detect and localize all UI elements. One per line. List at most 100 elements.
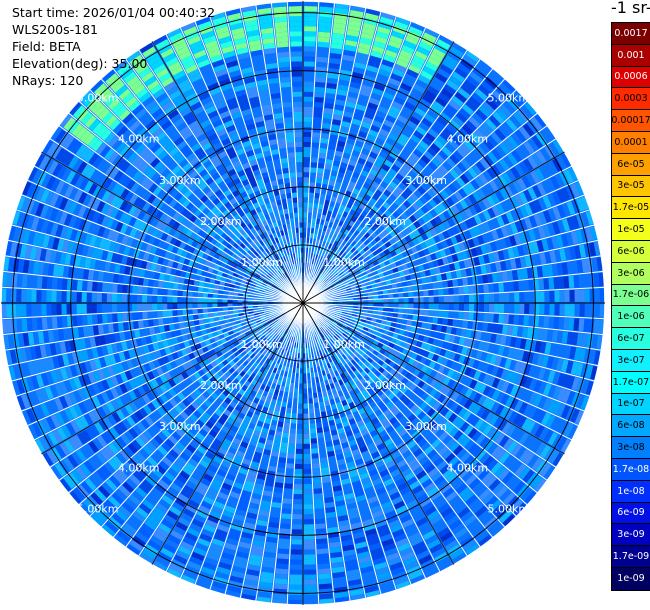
range-gate-cell	[551, 191, 562, 205]
range-gate-cell	[370, 374, 378, 382]
range-gate-cell	[249, 353, 256, 359]
range-gate-cell	[429, 268, 436, 276]
range-gate-cell	[358, 202, 366, 210]
ray-separator	[58, 302, 304, 481]
range-gate-cell	[417, 158, 428, 168]
range-gate-cell	[379, 447, 388, 456]
range-gate-cell	[396, 382, 405, 391]
range-gate-cell	[495, 448, 506, 461]
range-gate-cell	[153, 560, 168, 572]
range-gate-cell	[591, 334, 599, 349]
range-gate-cell	[443, 84, 456, 95]
ray-separator	[302, 302, 382, 595]
range-gate-cell	[276, 314, 282, 318]
range-gate-cell	[502, 513, 516, 527]
range-gate-cell	[118, 485, 131, 497]
range-gate-cell	[415, 244, 423, 252]
range-gate-cell	[151, 399, 161, 409]
range-gate-cell	[63, 394, 73, 407]
range-gate-cell	[315, 412, 321, 419]
range-gate-cell	[83, 460, 95, 474]
range-gate-cell	[412, 315, 419, 321]
range-gate-cell	[391, 566, 405, 576]
range-gate-cell	[157, 431, 168, 442]
range-gate-cell	[266, 475, 275, 482]
range-gate-cell	[389, 181, 398, 190]
range-gate-cell	[84, 443, 95, 456]
range-gate-cell	[505, 383, 515, 395]
range-gate-cell	[524, 390, 533, 403]
range-gate-cell	[420, 233, 429, 241]
range-gate-cell	[261, 356, 268, 362]
range-gate-cell	[364, 585, 379, 594]
range-gate-cell	[422, 248, 430, 256]
range-gate-cell	[470, 462, 482, 474]
range-gate-cell	[451, 135, 463, 146]
range-gate-cell	[463, 303, 470, 311]
range-gate-cell	[414, 545, 428, 556]
range-gate-cell	[362, 262, 369, 268]
range-gate-cell	[242, 335, 248, 342]
range-gate-cell	[482, 492, 495, 505]
range-gate-cell	[528, 279, 535, 291]
range-gate-cell	[327, 319, 333, 324]
range-gate-cell	[446, 369, 455, 378]
range-gate-cell	[158, 479, 170, 490]
range-gate-cell	[438, 288, 444, 296]
range-gate-cell	[356, 273, 363, 279]
range-gate-cell	[401, 468, 412, 477]
range-gate-cell	[343, 321, 349, 326]
range-gate-cell	[340, 286, 347, 291]
range-gate-cell	[448, 295, 454, 303]
range-gate-cell	[588, 273, 595, 287]
range-gate-cell	[551, 401, 562, 415]
range-gate-cell	[246, 475, 256, 483]
range-gate-cell	[195, 542, 209, 552]
range-gate-cell	[407, 440, 417, 450]
range-gate-cell	[315, 76, 326, 83]
range-gate-cell	[392, 408, 401, 417]
range-gate-cell	[341, 313, 347, 317]
range-gate-cell	[509, 115, 522, 128]
range-gate-cell	[349, 346, 356, 353]
range-gate-cell	[313, 402, 320, 409]
range-gate-cell	[404, 410, 413, 419]
range-gate-cell	[237, 428, 246, 437]
range-gate-cell	[388, 40, 402, 49]
range-gate-cell	[378, 68, 391, 78]
range-gate-cell	[273, 345, 278, 351]
range-gate-cell	[442, 318, 449, 326]
range-gate-cell	[542, 369, 551, 382]
range-gate-cell	[408, 332, 415, 339]
range-gate-cell	[549, 304, 555, 316]
range-gate-cell	[418, 250, 425, 258]
range-gate-cell	[397, 313, 404, 319]
range-gate-cell	[485, 118, 497, 131]
range-gate-cell	[259, 325, 265, 331]
range-gate-cell	[202, 437, 212, 447]
range-gate-cell	[410, 134, 421, 144]
range-gate-cell	[398, 329, 405, 336]
range-gate-cell	[355, 252, 362, 259]
range-gate-cell	[470, 330, 477, 339]
range-gate-cell	[436, 38, 451, 50]
range-gate-cell	[383, 189, 392, 198]
range-gate-cell	[168, 388, 177, 398]
range-gate-cell	[353, 305, 359, 309]
range-gate-cell	[536, 410, 547, 424]
range-gate-cell	[264, 418, 272, 425]
range-gate-cell	[355, 218, 362, 226]
range-gate-cell	[318, 578, 332, 585]
range-gate-cell	[282, 498, 292, 505]
range-gate-cell	[404, 187, 413, 196]
range-gate-cell	[363, 143, 372, 151]
range-gate-cell	[303, 463, 311, 470]
range-gate-cell	[472, 236, 480, 247]
range-gate-cell	[528, 229, 537, 241]
range-gate-cell	[480, 409, 490, 421]
range-gate-cell	[478, 312, 484, 322]
range-gate-cell	[467, 358, 476, 368]
range-gate-cell	[358, 130, 368, 139]
range-gate-cell	[397, 224, 405, 232]
range-gate-cell	[392, 189, 401, 198]
